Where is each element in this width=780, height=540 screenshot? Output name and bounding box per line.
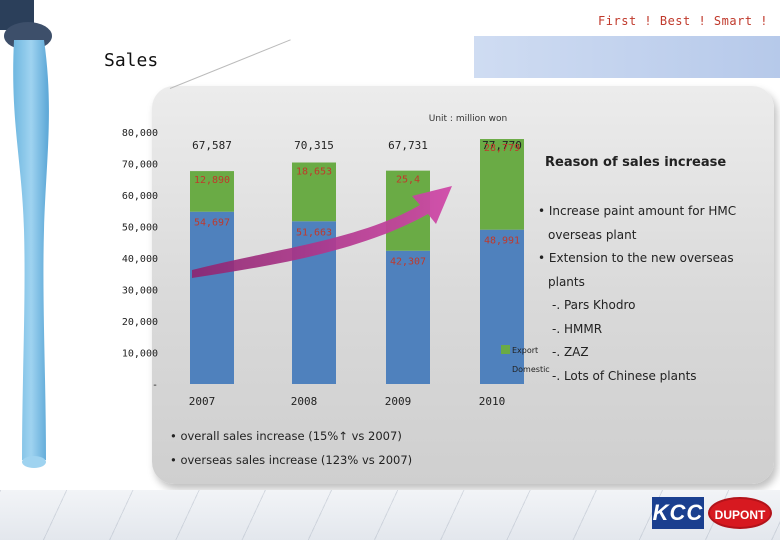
total-label: 67,731: [388, 139, 428, 152]
x-tick-label: 2010: [479, 395, 506, 408]
domestic-value-label: 51,663: [296, 227, 332, 238]
footer: KCC DUPONT: [0, 490, 780, 540]
export-value-label: 25,4: [396, 175, 420, 186]
y-axis: 80,000 70,000 60,000 50,000 40,000 30,000 20,0…: [122, 128, 158, 391]
legend-label-domestic: Domestic: [512, 365, 550, 374]
bar-domestic-2010: [480, 229, 524, 384]
reason-item: • Increase paint amount for HMC: [538, 204, 737, 218]
summary: • overall sales increase (15%↑ vs 2007) •…: [170, 424, 412, 472]
export-value-label: 12,890: [194, 175, 230, 186]
reason-title: Reason of sales increase: [545, 155, 727, 170]
growth-arrow-shape: [192, 186, 452, 278]
reason-item: -. HMMR: [552, 321, 603, 336]
reason-item: -. Lots of Chinese plants: [552, 368, 697, 383]
dupont-logo: DUPONT: [708, 497, 772, 529]
x-tick-label: 2007: [189, 395, 216, 408]
unit-label: Unit : million won: [429, 114, 508, 124]
reason-item: plants: [548, 274, 585, 289]
y-tick-label: 50,000: [122, 223, 158, 234]
y-tick-label: 60,000: [122, 191, 158, 202]
domestic-value-label: 42,307: [390, 257, 426, 268]
paint-drip-graphic: [0, 0, 52, 468]
total-label: 70,315: [294, 139, 334, 152]
footer-background: [0, 490, 780, 540]
reason-item: -. Pars Khodro: [552, 298, 636, 312]
title-bar-decoration: [474, 36, 780, 78]
y-tick-label: 20,000: [122, 317, 158, 328]
domestic-value-label: 48,991: [484, 236, 520, 247]
data-labels: 67,587 12,890 54,697 70,315 18,653 51,663 67,7…: [192, 139, 522, 268]
y-tick-label: 30,000: [122, 286, 158, 297]
y-tick-label: 10,000: [122, 349, 158, 360]
bar-export-2010: [480, 139, 524, 230]
x-tick-label: 2008: [291, 395, 318, 408]
domestic-value-label: 54,697: [194, 218, 230, 229]
summary-line: • overseas sales increase (123% vs 2007): [170, 453, 413, 467]
y-tick-label: 80,000: [122, 128, 158, 139]
total-label: 67,587: [192, 139, 232, 152]
x-axis-labels: 2007 2008 2009 2010: [189, 395, 506, 408]
legend-swatch-export: [501, 345, 510, 354]
x-tick-label: 2009: [385, 395, 412, 408]
chart-panel: [152, 86, 774, 484]
bar-export-2008: [292, 162, 336, 222]
y-tick-label: -: [152, 380, 158, 391]
bar-domestic-2009: [386, 250, 430, 384]
kcc-logo: KCC: [652, 497, 704, 529]
summary-line: • overall sales increase (15%↑ vs 2007): [170, 429, 402, 443]
reason-list: • Increase paint amount for HMC overseas …: [538, 200, 773, 388]
y-tick-label: 40,000: [122, 254, 158, 265]
total-label: 77,770: [482, 139, 522, 152]
growth-arrow: [192, 186, 452, 278]
export-value-label: 18,653: [296, 167, 332, 178]
reason-item: • Extension to the new overseas: [538, 251, 734, 265]
legend-swatch-domestic: [501, 364, 510, 373]
reason-item: overseas plant: [548, 227, 637, 242]
page-title: Sales: [104, 50, 159, 71]
bar-export-2007: [190, 171, 234, 212]
legend: Export Domestic: [501, 345, 550, 374]
legend-label-export: Export: [512, 346, 538, 355]
y-tick-label: 70,000: [122, 160, 158, 171]
reason-item: -. ZAZ: [552, 345, 589, 359]
export-value-label: 28,779: [484, 143, 520, 154]
tagline: First ! Best ! Smart !: [598, 14, 768, 28]
bar-domestic-2007: [190, 211, 234, 384]
